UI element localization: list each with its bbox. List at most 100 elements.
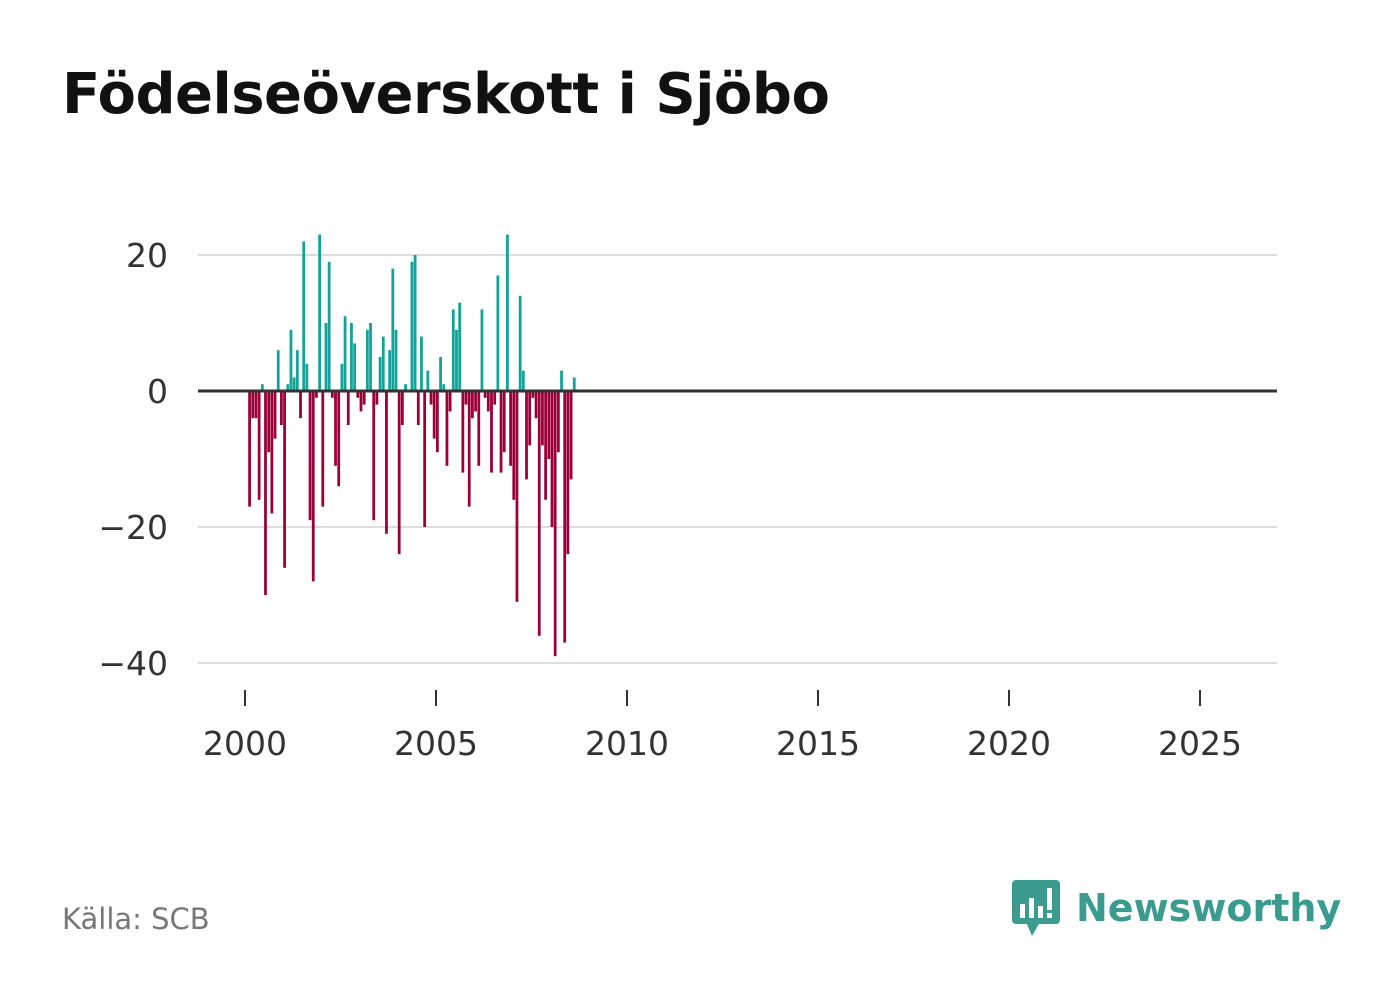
bar: [518, 295, 522, 391]
bar: [299, 391, 302, 419]
bar: [566, 391, 570, 555]
y-tick-label: 20: [126, 236, 168, 275]
bar: [432, 391, 436, 439]
bar: [391, 268, 395, 391]
x-tick-label: 2020: [967, 724, 1051, 763]
bar: [502, 391, 506, 453]
y-axis-ticks: 20 0 −20 −40: [98, 236, 168, 683]
bar: [378, 357, 382, 391]
y-tick-label: 0: [147, 372, 168, 411]
bar: [541, 391, 544, 446]
bar: [295, 350, 299, 391]
bar: [493, 391, 497, 405]
bar: [423, 391, 427, 527]
bar: [486, 391, 490, 412]
bar: [305, 363, 309, 391]
brand-name: Newsworthy: [1076, 886, 1342, 930]
bar: [324, 323, 328, 391]
bar: [276, 350, 280, 391]
bar: [343, 316, 347, 391]
bar: [534, 391, 538, 419]
bar: [429, 391, 433, 405]
bar: [327, 261, 331, 391]
newsworthy-brand[interactable]: Newsworthy: [1010, 878, 1341, 938]
bar: [337, 391, 341, 487]
bar: [340, 363, 344, 391]
bar: [356, 391, 360, 398]
bar: [569, 391, 573, 480]
bar: [525, 391, 528, 480]
bar: [302, 241, 306, 391]
bar: [544, 391, 548, 500]
bar: [448, 391, 452, 412]
bar: [273, 391, 277, 439]
bar: [467, 391, 471, 507]
bar: [248, 391, 251, 507]
y-tick-label: −20: [98, 508, 168, 547]
bar: [496, 275, 500, 391]
x-tick-label: 2005: [394, 724, 478, 763]
bar: [388, 350, 392, 391]
bar: [563, 391, 567, 643]
y-tick-label: −40: [98, 644, 168, 683]
bar: [318, 234, 321, 391]
bar: [280, 391, 283, 425]
bar: [499, 391, 503, 473]
bar: [350, 323, 353, 391]
bar: [330, 391, 334, 398]
bar: [455, 329, 458, 391]
bar: [547, 391, 551, 459]
source-label: Källa: SCB: [62, 902, 210, 936]
grid-lines: [198, 254, 1277, 664]
bar: [321, 391, 325, 507]
bar: [439, 357, 442, 391]
bar: [480, 309, 484, 391]
bar: [251, 391, 255, 419]
x-tick-label: 2015: [776, 724, 860, 763]
bar: [267, 391, 271, 453]
bar: [490, 391, 493, 473]
bar: [515, 391, 519, 602]
newsworthy-logo-icon: [1012, 880, 1060, 936]
bar: [270, 391, 274, 514]
bar: [435, 391, 439, 453]
bar: [359, 391, 363, 412]
bar: [410, 261, 414, 391]
bar: [556, 391, 560, 453]
bar: [372, 391, 376, 521]
bar: [381, 336, 385, 391]
bar: [308, 391, 312, 521]
x-axis-ticks: 2000 2005 2010 2015 2020 2025: [203, 690, 1242, 763]
bar: [286, 384, 290, 391]
bar: [458, 302, 462, 391]
bar: [353, 343, 357, 391]
bar: [442, 384, 446, 391]
bar: [283, 391, 286, 568]
bar: [346, 391, 350, 425]
bar: [257, 391, 261, 500]
bar: [461, 391, 465, 473]
bar: [509, 391, 512, 466]
bar: [413, 255, 417, 391]
bar: [464, 391, 468, 405]
x-tick-label: 2010: [585, 724, 669, 763]
bar: [477, 391, 481, 466]
bar: [397, 391, 401, 555]
bar: [471, 391, 474, 419]
bar: [254, 391, 258, 419]
bar: [537, 391, 541, 636]
bar: [394, 329, 398, 391]
bar: [365, 329, 369, 391]
bar: [369, 323, 372, 391]
bar: [553, 391, 557, 657]
bar: [375, 391, 379, 405]
x-tick-label: 2000: [203, 724, 287, 763]
bar: [451, 309, 455, 391]
bar: [560, 370, 563, 391]
bar: [289, 329, 293, 391]
bar: [521, 370, 525, 391]
chart-title: Födelseöverskott i Sjöbo: [62, 62, 830, 127]
bar: [512, 391, 516, 500]
bars: [248, 234, 576, 657]
